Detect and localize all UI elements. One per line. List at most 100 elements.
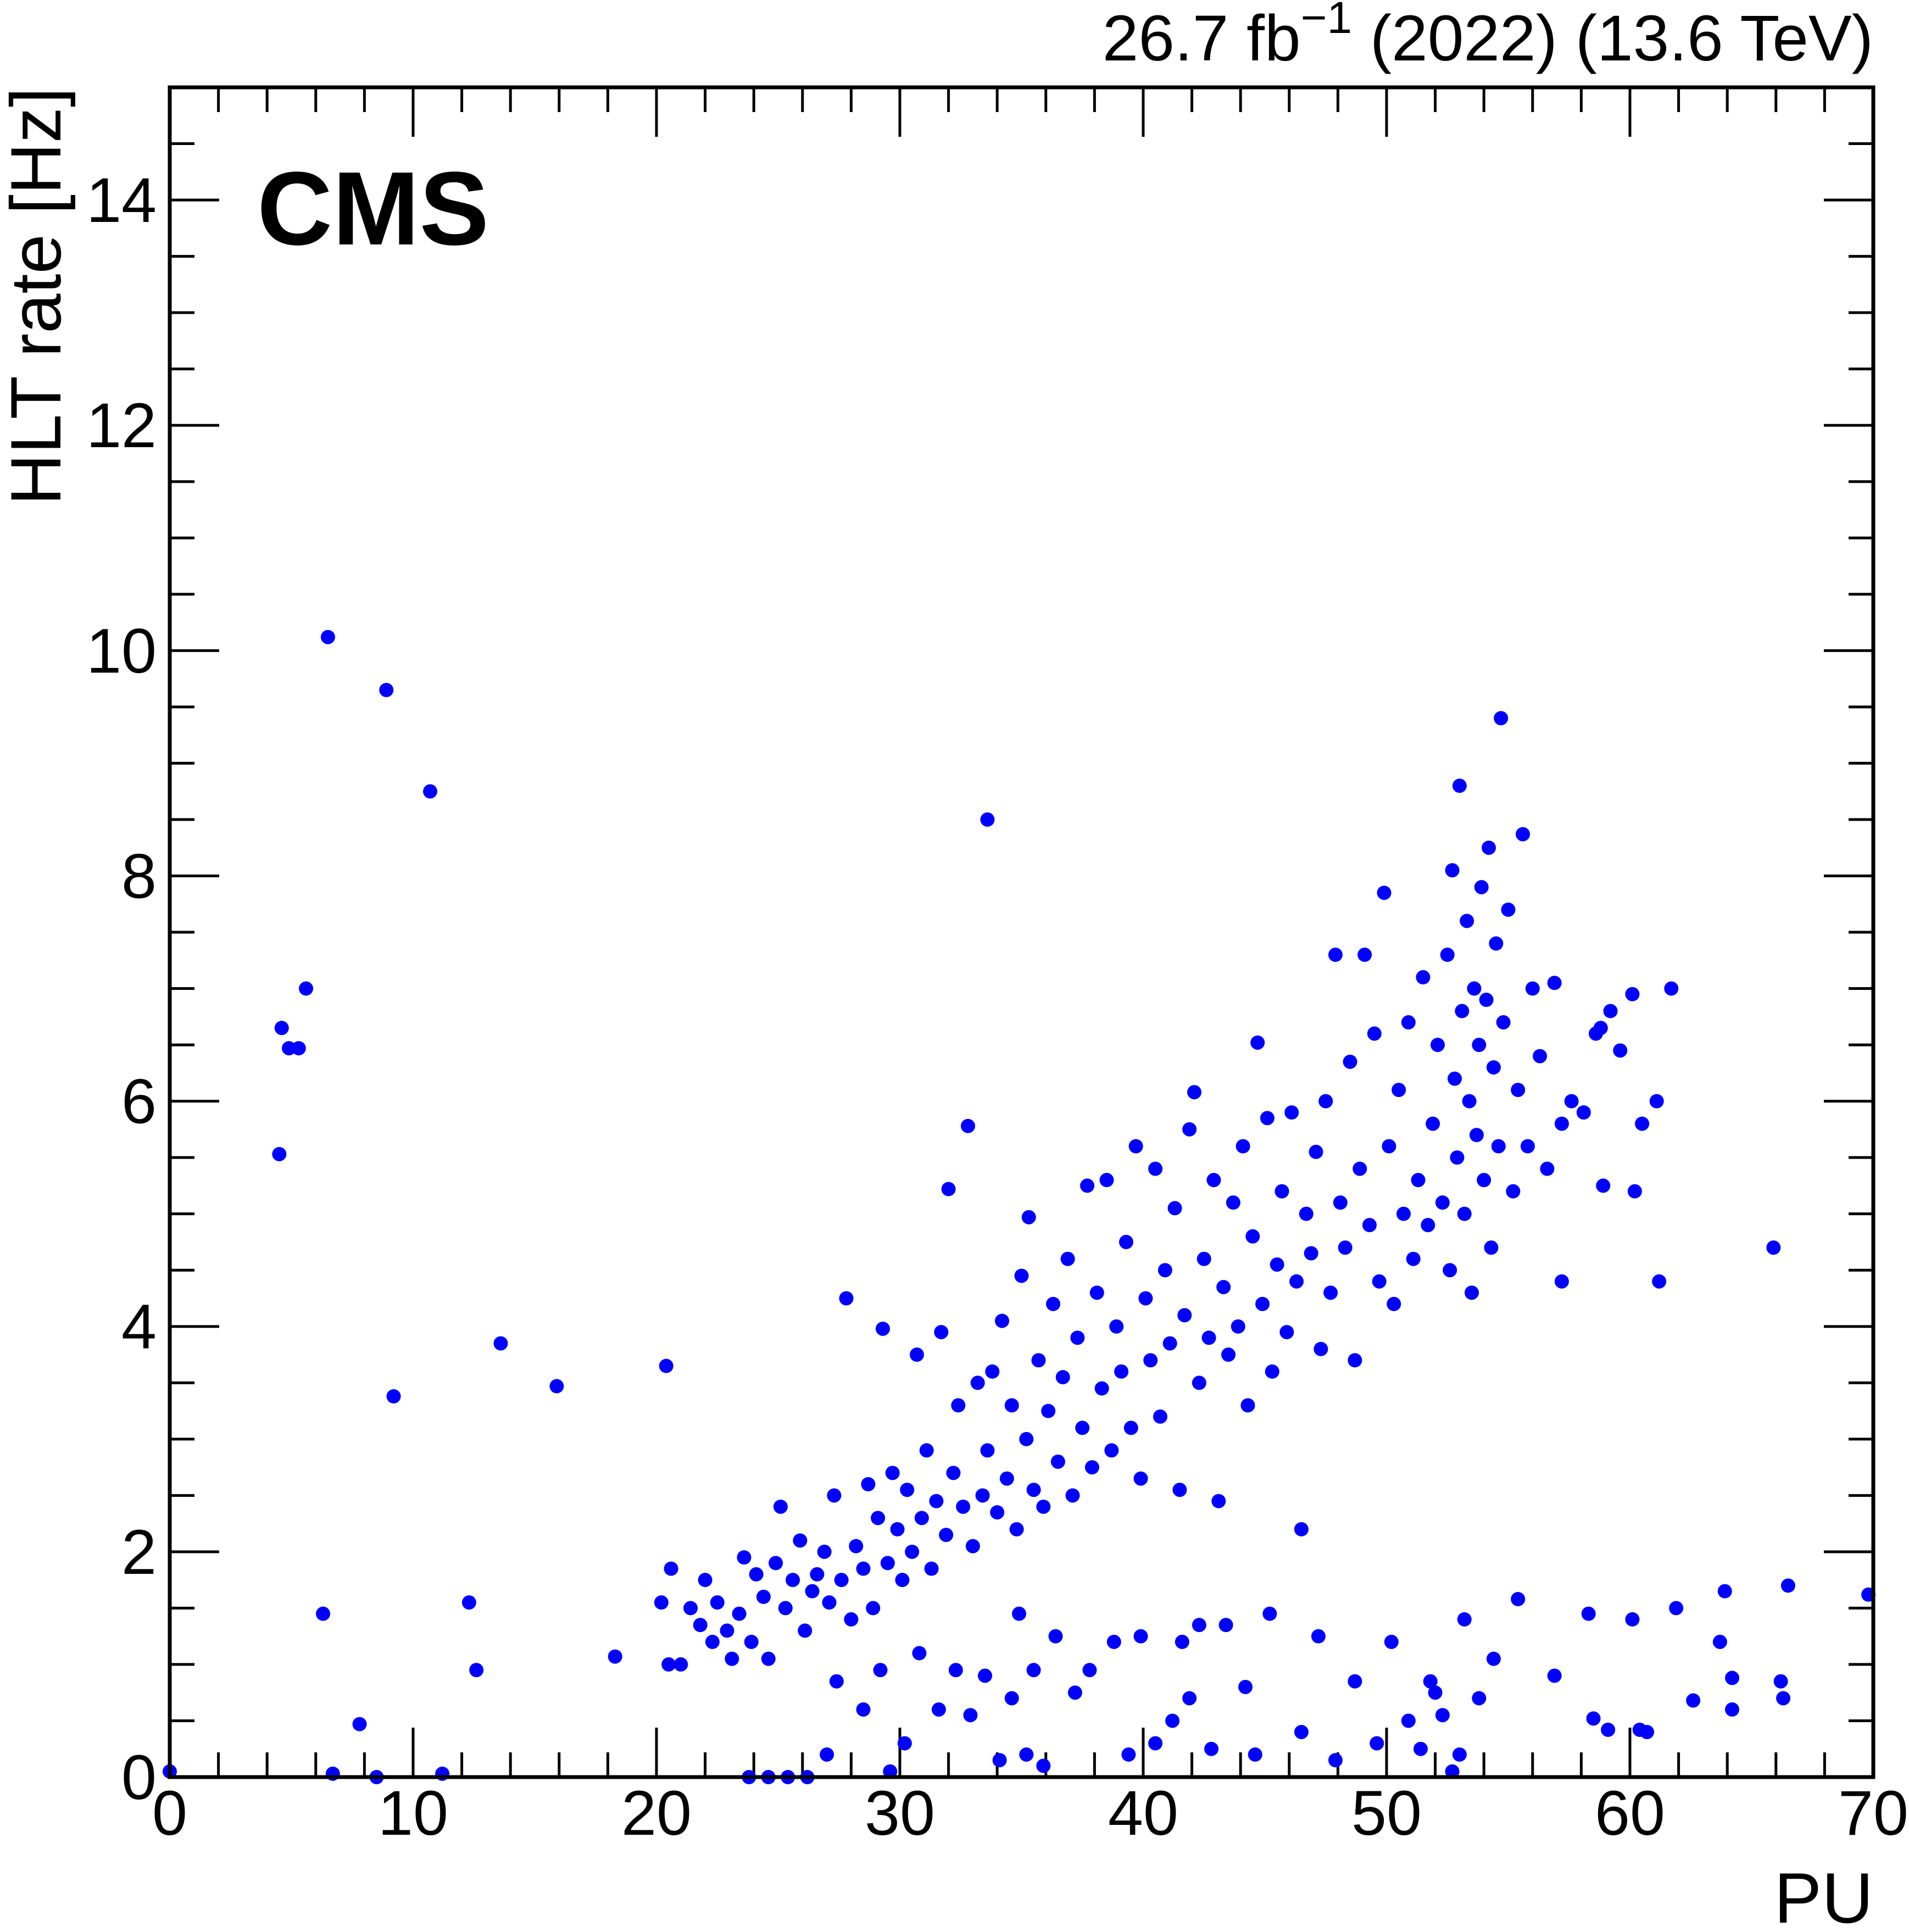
data-point [912, 1646, 927, 1661]
data-point [386, 1389, 401, 1404]
data-point [1472, 1038, 1487, 1053]
data-point [379, 683, 394, 698]
data-point [1554, 1116, 1569, 1131]
data-point [705, 1634, 720, 1649]
data-point [965, 1539, 980, 1554]
data-point [1372, 1274, 1387, 1289]
data-point [756, 1589, 771, 1604]
data-point [1036, 1499, 1051, 1514]
data-point [1318, 1094, 1333, 1109]
data-point [839, 1291, 854, 1306]
x-tick-label: 10 [378, 1778, 448, 1849]
y-tick-label: 12 [86, 391, 157, 461]
data-point [1255, 1296, 1270, 1311]
data-point [1182, 1122, 1197, 1137]
data-point [1284, 1105, 1299, 1120]
data-point [820, 1747, 834, 1762]
cms-label: CMS [257, 151, 489, 267]
data-point [1421, 1218, 1435, 1233]
data-point [1250, 1035, 1265, 1050]
data-point [924, 1561, 939, 1576]
data-point [1167, 1201, 1182, 1216]
data-point [1474, 879, 1489, 894]
data-point [1021, 1210, 1036, 1224]
data-point [1314, 1341, 1328, 1356]
data-point [1128, 1139, 1143, 1154]
data-point [946, 1466, 961, 1480]
data-point [1416, 970, 1431, 985]
data-point [1004, 1398, 1019, 1413]
data-point [1440, 948, 1455, 962]
data-point [1270, 1257, 1284, 1272]
data-point [1435, 1195, 1450, 1210]
data-point [1204, 1741, 1219, 1756]
data-point [1581, 1606, 1596, 1621]
data-point [1328, 1753, 1343, 1768]
data-point [272, 1146, 287, 1161]
data-point [849, 1539, 864, 1554]
data-point [1382, 1139, 1396, 1154]
data-point [654, 1595, 669, 1610]
x-tick-label: 50 [1351, 1778, 1422, 1849]
data-point [661, 1657, 676, 1672]
data-point [683, 1601, 698, 1616]
data-point [992, 1753, 1007, 1768]
data-point [1401, 1713, 1416, 1728]
lumi-label: 26.7 fb−1 (2022) (13.6 TeV) [1103, 0, 1873, 75]
data-point [1511, 1083, 1526, 1098]
data-point [1431, 1038, 1445, 1053]
data-point [931, 1702, 946, 1717]
data-point [1235, 1139, 1250, 1154]
data-point [1162, 1336, 1177, 1351]
data-point [659, 1358, 674, 1373]
data-point [1401, 1015, 1416, 1030]
data-point [1036, 1758, 1051, 1773]
data-point [956, 1499, 971, 1514]
data-point [1019, 1747, 1034, 1762]
data-point [1070, 1330, 1085, 1345]
data-point [910, 1348, 925, 1362]
data-point [883, 1764, 898, 1779]
data-point [1780, 1578, 1795, 1593]
data-point [1564, 1094, 1579, 1109]
data-point [871, 1511, 886, 1525]
data-point [1060, 1251, 1075, 1266]
data-point [1046, 1296, 1061, 1311]
data-point [1048, 1629, 1063, 1644]
data-point [975, 1488, 990, 1503]
plot-frame [168, 85, 1875, 1779]
data-point [1248, 1747, 1262, 1762]
data-point [1423, 1674, 1438, 1689]
data-points [163, 630, 1876, 1784]
data-point [1019, 1432, 1034, 1446]
data-point [1206, 1173, 1221, 1188]
data-point [693, 1618, 708, 1633]
x-tick-label: 20 [621, 1778, 692, 1849]
data-point [1712, 1634, 1727, 1649]
data-point [761, 1651, 776, 1666]
data-point [1613, 1043, 1628, 1058]
data-point [1627, 1184, 1642, 1199]
data-point [1479, 993, 1494, 1007]
data-point [1387, 1296, 1401, 1311]
data-point [1435, 1708, 1450, 1723]
data-point [875, 1321, 890, 1336]
data-point [299, 981, 314, 996]
data-point [1245, 1229, 1260, 1244]
data-point [1411, 1173, 1426, 1188]
data-point [1669, 1601, 1684, 1616]
data-point [720, 1623, 734, 1638]
data-point [1238, 1679, 1253, 1694]
data-point [469, 1663, 484, 1678]
data-point [1406, 1251, 1421, 1266]
data-point [1554, 1274, 1569, 1289]
data-point [1231, 1319, 1245, 1334]
data-point [1026, 1663, 1041, 1678]
data-point [1773, 1674, 1788, 1689]
data-point [1121, 1747, 1136, 1762]
x-tick-label: 0 [152, 1778, 187, 1849]
data-point [744, 1634, 759, 1649]
data-point [1279, 1324, 1294, 1339]
data-point [1501, 902, 1516, 917]
data-point [1649, 1094, 1664, 1109]
